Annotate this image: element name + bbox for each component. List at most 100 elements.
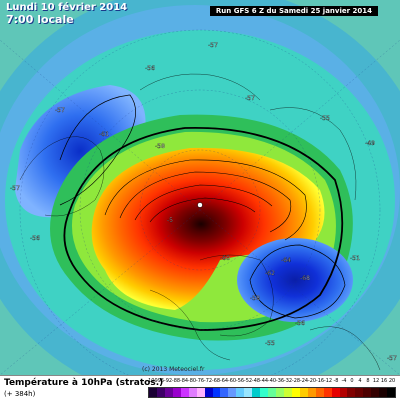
map-value-label: -56 — [30, 235, 40, 242]
map-value-label: -62 — [265, 270, 275, 277]
scale-cell — [244, 388, 253, 397]
parallel-line — [79, 89, 321, 331]
scale-label: -64 — [219, 378, 229, 384]
copyright-text: (c) 2013 Meteociel.fr — [142, 366, 205, 373]
map-value-label: -55 — [320, 115, 330, 122]
map-value-label: -64 — [281, 257, 291, 264]
scale-label: -32 — [283, 378, 293, 384]
scale-cell — [204, 388, 213, 397]
coastline — [199, 254, 274, 337]
map-value-label: -5 — [167, 217, 173, 224]
scale-cell — [331, 388, 340, 397]
temperature-map: -57 -56 -57 -61 -58 -57 -55 -49 -5 -60 -64 -62 -68 -5… — [0, 0, 400, 375]
meridian-line — [199, 209, 400, 375]
map-value-label: -57 — [245, 95, 255, 102]
map-value-label: -56 — [145, 65, 155, 72]
scale-cell — [371, 388, 380, 397]
scale-label: 0 — [350, 378, 354, 384]
scale-label: -16 — [315, 378, 325, 384]
graticule — [0, 29, 400, 375]
forecast-time: 7:00 locale — [6, 13, 74, 26]
scale-cell — [339, 388, 348, 397]
scale-label: -44 — [259, 378, 269, 384]
scale-cell — [387, 388, 396, 397]
contour-line — [134, 184, 273, 221]
scale-cell — [180, 388, 189, 397]
map-value-label: -58 — [155, 143, 165, 150]
scale-cell — [252, 388, 261, 397]
scale-cell — [220, 388, 229, 397]
legend-title: Température à 10hPa (stratos.) — [4, 378, 164, 388]
scale-cell — [196, 388, 205, 397]
scale-cell — [291, 388, 300, 397]
scale-label: 8 — [366, 378, 370, 384]
center-marker — [197, 202, 203, 208]
scale-label: -72 — [203, 378, 213, 384]
west-cold-region — [15, 85, 146, 218]
scale-cell — [276, 388, 284, 397]
scale-cell — [156, 388, 165, 397]
scale-label: -68 — [211, 378, 221, 384]
scale-cell — [212, 388, 221, 397]
contour-line — [104, 159, 307, 241]
coastline — [19, 136, 105, 217]
scale-cell — [315, 388, 324, 397]
scale-label: -100 — [146, 378, 158, 384]
coastlines — [19, 73, 381, 371]
scale-label: -24 — [299, 378, 309, 384]
scale-cell — [260, 388, 269, 397]
scale-label: -52 — [243, 378, 253, 384]
coastline — [139, 73, 261, 101]
header-bar: Lundi 10 février 2014 7:00 locale Run GF… — [0, 0, 400, 26]
scale-cell — [149, 388, 157, 397]
scale-label: 4 — [358, 378, 362, 384]
scale-label: -96 — [155, 378, 165, 384]
scale-label: -20 — [307, 378, 317, 384]
meridian-line — [0, 209, 201, 375]
scale-cell — [323, 388, 332, 397]
scale-label: -92 — [163, 378, 173, 384]
contour-lines — [59, 94, 346, 331]
scale-cell — [188, 388, 197, 397]
scale-label: -48 — [251, 378, 261, 384]
scale-cell — [228, 388, 237, 397]
parallel-line — [19, 29, 381, 375]
contour-line — [149, 197, 256, 223]
scale-labels: -100 -96 -92 -88 -84 -80 -76 -72 -68 -64 -60 -56 -52… — [146, 378, 396, 386]
scale-cell — [283, 388, 292, 397]
map-value-label: -58 — [250, 295, 260, 302]
scale-cell — [236, 388, 245, 397]
lead-time: (+ 384h) — [4, 390, 36, 398]
scale-label: -60 — [227, 378, 237, 384]
coastline — [309, 326, 381, 371]
parallel-line — [139, 149, 261, 271]
value-labels: -57 -56 -57 -61 -58 -57 -55 -49 -5 -60 -64 -62 -68 -5… — [10, 42, 397, 362]
scale-label: -84 — [179, 378, 189, 384]
map-value-label: -57 — [10, 185, 20, 192]
coastline — [269, 107, 357, 201]
warm-core — [91, 147, 325, 310]
scale-label: 16 — [380, 378, 388, 384]
map-value-label: -68 — [300, 275, 310, 282]
map-value-label: -57 — [387, 355, 397, 362]
east-cold-region — [237, 238, 353, 322]
scale-cell — [379, 388, 388, 397]
scale-label: -36 — [275, 378, 285, 384]
scale-label: -40 — [267, 378, 277, 384]
scale-label: -8 — [333, 378, 339, 384]
scale-label: -4 — [341, 378, 347, 384]
scale-cell — [299, 388, 308, 397]
scale-cell — [307, 388, 316, 397]
map-value-label: -61 — [99, 131, 109, 138]
map-value-label: -55 — [265, 340, 275, 347]
scale-label: -56 — [235, 378, 245, 384]
scale-cell — [268, 388, 276, 397]
run-label: Run GFS 6 Z du Samedi 25 janvier 2014 — [209, 6, 378, 16]
map-value-label: -57 — [208, 42, 218, 49]
contour-line — [249, 244, 346, 319]
color-scale — [148, 387, 396, 398]
contour-line — [59, 94, 136, 206]
scale-cell — [355, 388, 364, 397]
scale-label: -88 — [171, 378, 181, 384]
scale-cell — [172, 388, 181, 397]
